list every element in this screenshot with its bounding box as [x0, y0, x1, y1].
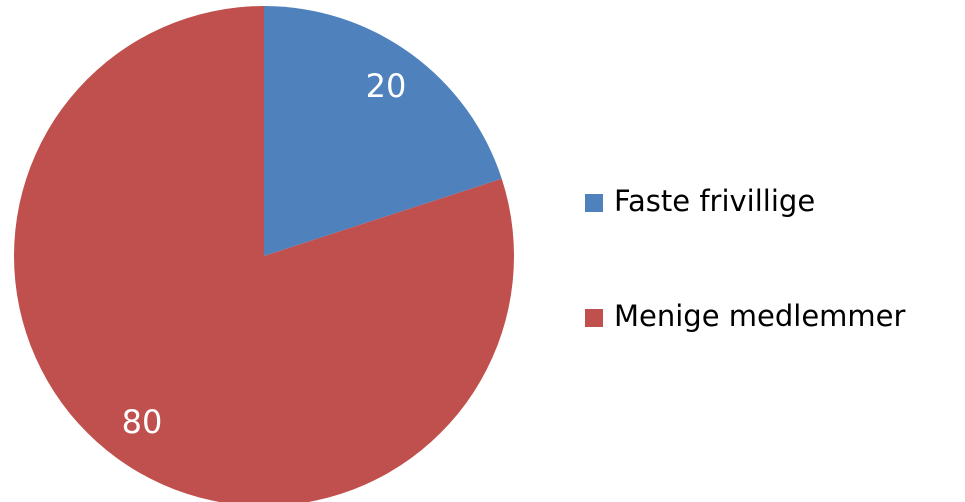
data-label: 80 [122, 403, 163, 441]
legend-label: Faste frivillige [614, 184, 815, 218]
legend-swatch [585, 309, 603, 327]
pie-slice [264, 6, 502, 256]
legend-swatch [585, 194, 603, 212]
legend-label: Menige medlemmer [614, 299, 906, 333]
pie-slice [13, 6, 514, 502]
data-label: 20 [366, 67, 407, 105]
